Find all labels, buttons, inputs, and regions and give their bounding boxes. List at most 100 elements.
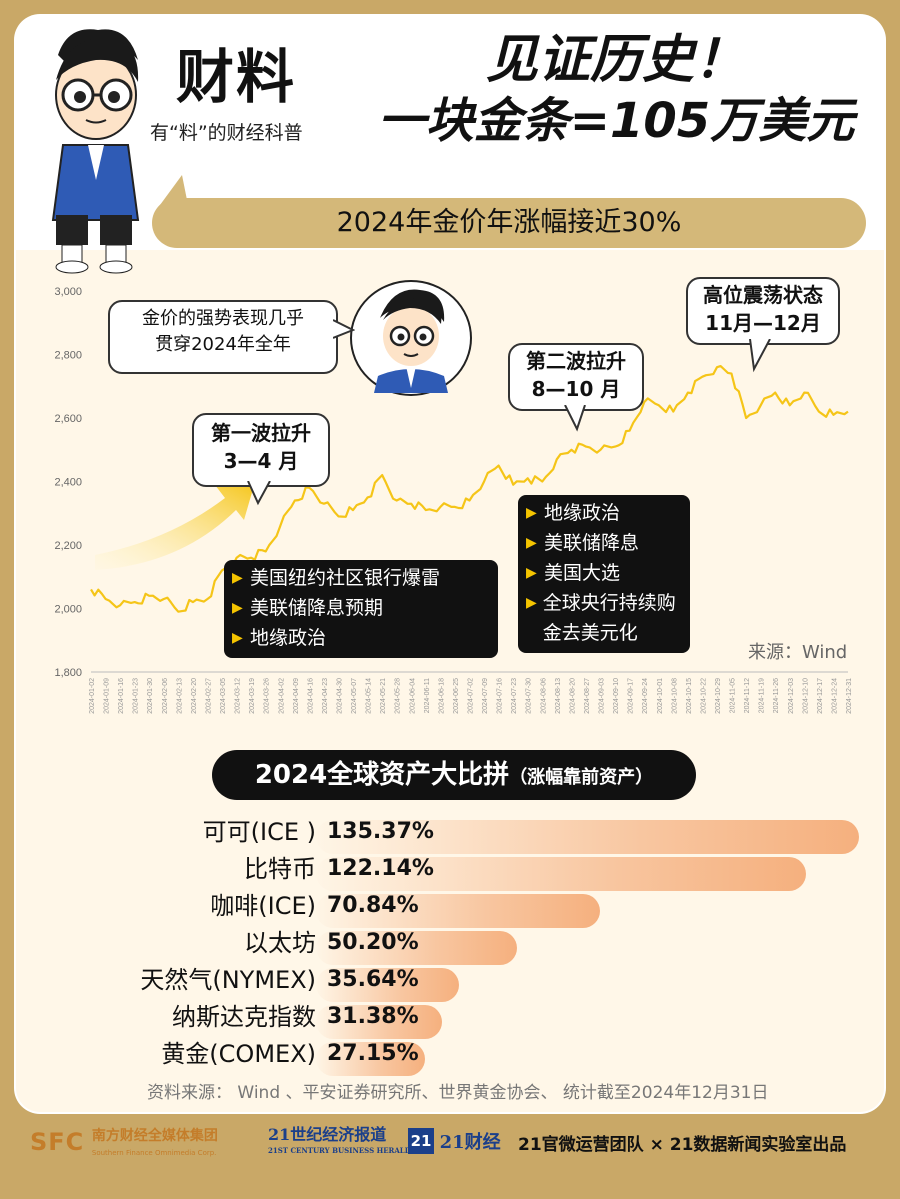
- x-tick-label: 2024-05-14: [366, 678, 373, 714]
- trend-arrow: [95, 482, 255, 570]
- callout-wave2-tail: [564, 405, 586, 432]
- x-tick-label: 2024-12-17: [817, 678, 824, 714]
- x-tick-label: 2024-01-09: [104, 678, 111, 714]
- driver-second-item: ▶ 美国大选: [526, 558, 684, 588]
- x-tick-label: 2024-01-02: [89, 678, 96, 714]
- callout-high-tail: [749, 339, 771, 373]
- play-triangle-icon: ▶: [526, 505, 537, 521]
- callout-high-line2: 11月—12月: [705, 311, 821, 335]
- x-tick-label: 2024-12-03: [788, 678, 795, 714]
- bar: [316, 1042, 425, 1076]
- y-tick-label: 3,000: [54, 286, 82, 298]
- x-tick-label: 2024-09-10: [613, 678, 620, 714]
- brand-title: 财料: [176, 43, 297, 111]
- driver-second-item: ▶ 地缘政治: [526, 498, 684, 528]
- x-tick-label: 2024-01-16: [118, 678, 125, 714]
- bar: [316, 894, 601, 928]
- x-tick-label: 2024-06-18: [438, 678, 445, 714]
- x-tick-label: 2024-10-15: [686, 678, 693, 714]
- bar-category-label: 以太坊: [244, 929, 316, 957]
- x-tick-label: 2024-03-12: [235, 678, 242, 714]
- gold-price-line: [90, 365, 849, 613]
- x-tick-label: 2024-03-05: [220, 678, 227, 714]
- bar-row: 以太坊 50.20%: [0, 926, 900, 965]
- x-tick-label: 2024-03-19: [249, 678, 256, 714]
- x-tick-label: 2024-08-20: [569, 678, 576, 714]
- x-tick-label: 2024-05-07: [351, 678, 358, 714]
- x-tick-label: 2024-03-26: [264, 678, 271, 714]
- bar-category-label: 黄金(COMEX): [161, 1040, 316, 1068]
- herald-name-cn: 21世纪经济报道: [268, 1125, 387, 1144]
- bar-value-label: 35.64%: [327, 967, 419, 992]
- ranking-title-pill: 2024全球资产大比拼（涨幅靠前资产）: [212, 750, 696, 800]
- bar-row: 比特币 122.14%: [0, 852, 900, 891]
- callout-wave1-tail: [247, 481, 271, 506]
- play-triangle-icon: ▶: [526, 565, 537, 581]
- x-tick-label: 2024-09-17: [628, 678, 635, 714]
- bar: [316, 820, 859, 854]
- callout-wave1-line1: 第一波拉升: [211, 421, 311, 445]
- y-tick-label: 2,800: [54, 350, 82, 362]
- footnote: 资料来源： Wind 、平安证券研究所、世界黄金协会、 统计截至2024年12月…: [147, 1083, 769, 1103]
- bar-row: 黄金(COMEX) 27.15%: [0, 1037, 900, 1076]
- y-tick-label: 1,800: [54, 667, 82, 679]
- x-tick-label: 2024-07-30: [526, 678, 533, 714]
- driver-first-item: ▶ 美国纽约社区银行爆雷: [232, 563, 494, 593]
- x-tick-label: 2024-02-20: [191, 678, 198, 714]
- x-tick-label: 2024-05-28: [395, 678, 402, 714]
- driver-first-item: ▶ 美联储降息预期: [232, 593, 494, 623]
- x-tick-label: 2024-10-29: [715, 678, 722, 714]
- callout-wave2: 第二波拉升 8—10 月: [508, 343, 644, 411]
- headline-line2: 一块金条=105万美元: [377, 93, 855, 149]
- x-tick-label: 2024-12-24: [831, 678, 838, 714]
- cj21-mark: 21: [408, 1128, 434, 1154]
- bar-value-label: 122.14%: [327, 856, 434, 881]
- bar: [316, 931, 518, 965]
- driver-first-item: ▶ 地缘政治: [232, 623, 494, 653]
- x-tick-label: 2024-09-03: [599, 678, 606, 714]
- x-tick-label: 2024-08-27: [584, 678, 591, 714]
- x-tick-label: 2024-04-09: [293, 678, 300, 714]
- sfc-name-cn: 南方财经全媒体集团: [91, 1128, 218, 1144]
- play-triangle-icon: ▶: [232, 570, 243, 586]
- footer: SFC 南方财经全媒体集团 Southern Finance Omnimedia…: [0, 1118, 900, 1163]
- x-tick-label: 2024-04-02: [278, 678, 285, 714]
- bar-row: 可可(ICE ) 135.37%: [0, 815, 900, 854]
- x-tick-label: 2024-08-06: [540, 678, 547, 714]
- gold-price-chart: 1,800 2,000 2,200 2,400 2,600 2,800 3,000 2024-…: [54, 286, 853, 714]
- play-triangle-icon: ▶: [526, 595, 537, 611]
- sfc-logo: SFC 南方财经全媒体集团 Southern Finance Omnimedia…: [30, 1128, 218, 1160]
- x-tick-label: 2024-07-02: [468, 678, 475, 714]
- play-triangle-icon: ▶: [526, 535, 537, 551]
- bar-value-label: 27.15%: [327, 1041, 419, 1066]
- x-tick-label: 2024-05-21: [380, 678, 387, 714]
- x-tick-label: 2024-01-30: [147, 678, 154, 714]
- x-tick-label: 2024-04-16: [307, 678, 314, 714]
- x-tick-label: 2024-06-11: [424, 678, 431, 713]
- bar-value-label: 50.20%: [327, 930, 419, 955]
- drivers-second-box: ▶ 地缘政治 ▶ 美联储降息 ▶ 美国大选 ▶ 全球央行持续购金去美元化: [518, 495, 690, 653]
- bar-category-label: 可可(ICE ): [202, 818, 316, 846]
- x-tick-label: 2024-02-27: [205, 678, 212, 714]
- brand-block: 财料 有“料”的财经科普: [150, 30, 360, 150]
- play-triangle-icon: ▶: [232, 600, 243, 616]
- x-tick-label: 2024-07-23: [511, 678, 518, 714]
- x-tick-label: 2024-12-10: [802, 678, 809, 714]
- y-tick-label: 2,600: [54, 413, 82, 425]
- driver-second-item: ▶ 全球央行持续购金去美元化: [526, 588, 684, 648]
- bar-category-label: 比特币: [244, 855, 316, 883]
- subheadline: 2024年金价年涨幅接近30%: [152, 198, 866, 248]
- bar: [316, 968, 459, 1002]
- chart-layer: 1,800 2,000 2,200 2,400 2,600 2,800 3,000 2024-…: [54, 286, 853, 714]
- y-tick-label: 2,200: [54, 540, 82, 552]
- x-tick-label: 2024-10-01: [657, 678, 664, 714]
- bar-category-label: 天然气(NYMEX): [140, 966, 316, 994]
- x-tick-label: 2024-06-25: [453, 678, 460, 714]
- callout-intro: 金价的强势表现几乎 贯穿2024年全年: [108, 300, 338, 374]
- cj21-name: 21财经: [439, 1132, 501, 1153]
- x-tick-label: 2024-02-06: [162, 678, 169, 714]
- x-tick-label: 2024-11-05: [730, 678, 737, 713]
- x-tick-label: 2024-04-23: [322, 678, 329, 714]
- bar-value-label: 70.84%: [327, 893, 419, 918]
- headline: 见证历史！ 一块金条=105万美元: [360, 28, 872, 150]
